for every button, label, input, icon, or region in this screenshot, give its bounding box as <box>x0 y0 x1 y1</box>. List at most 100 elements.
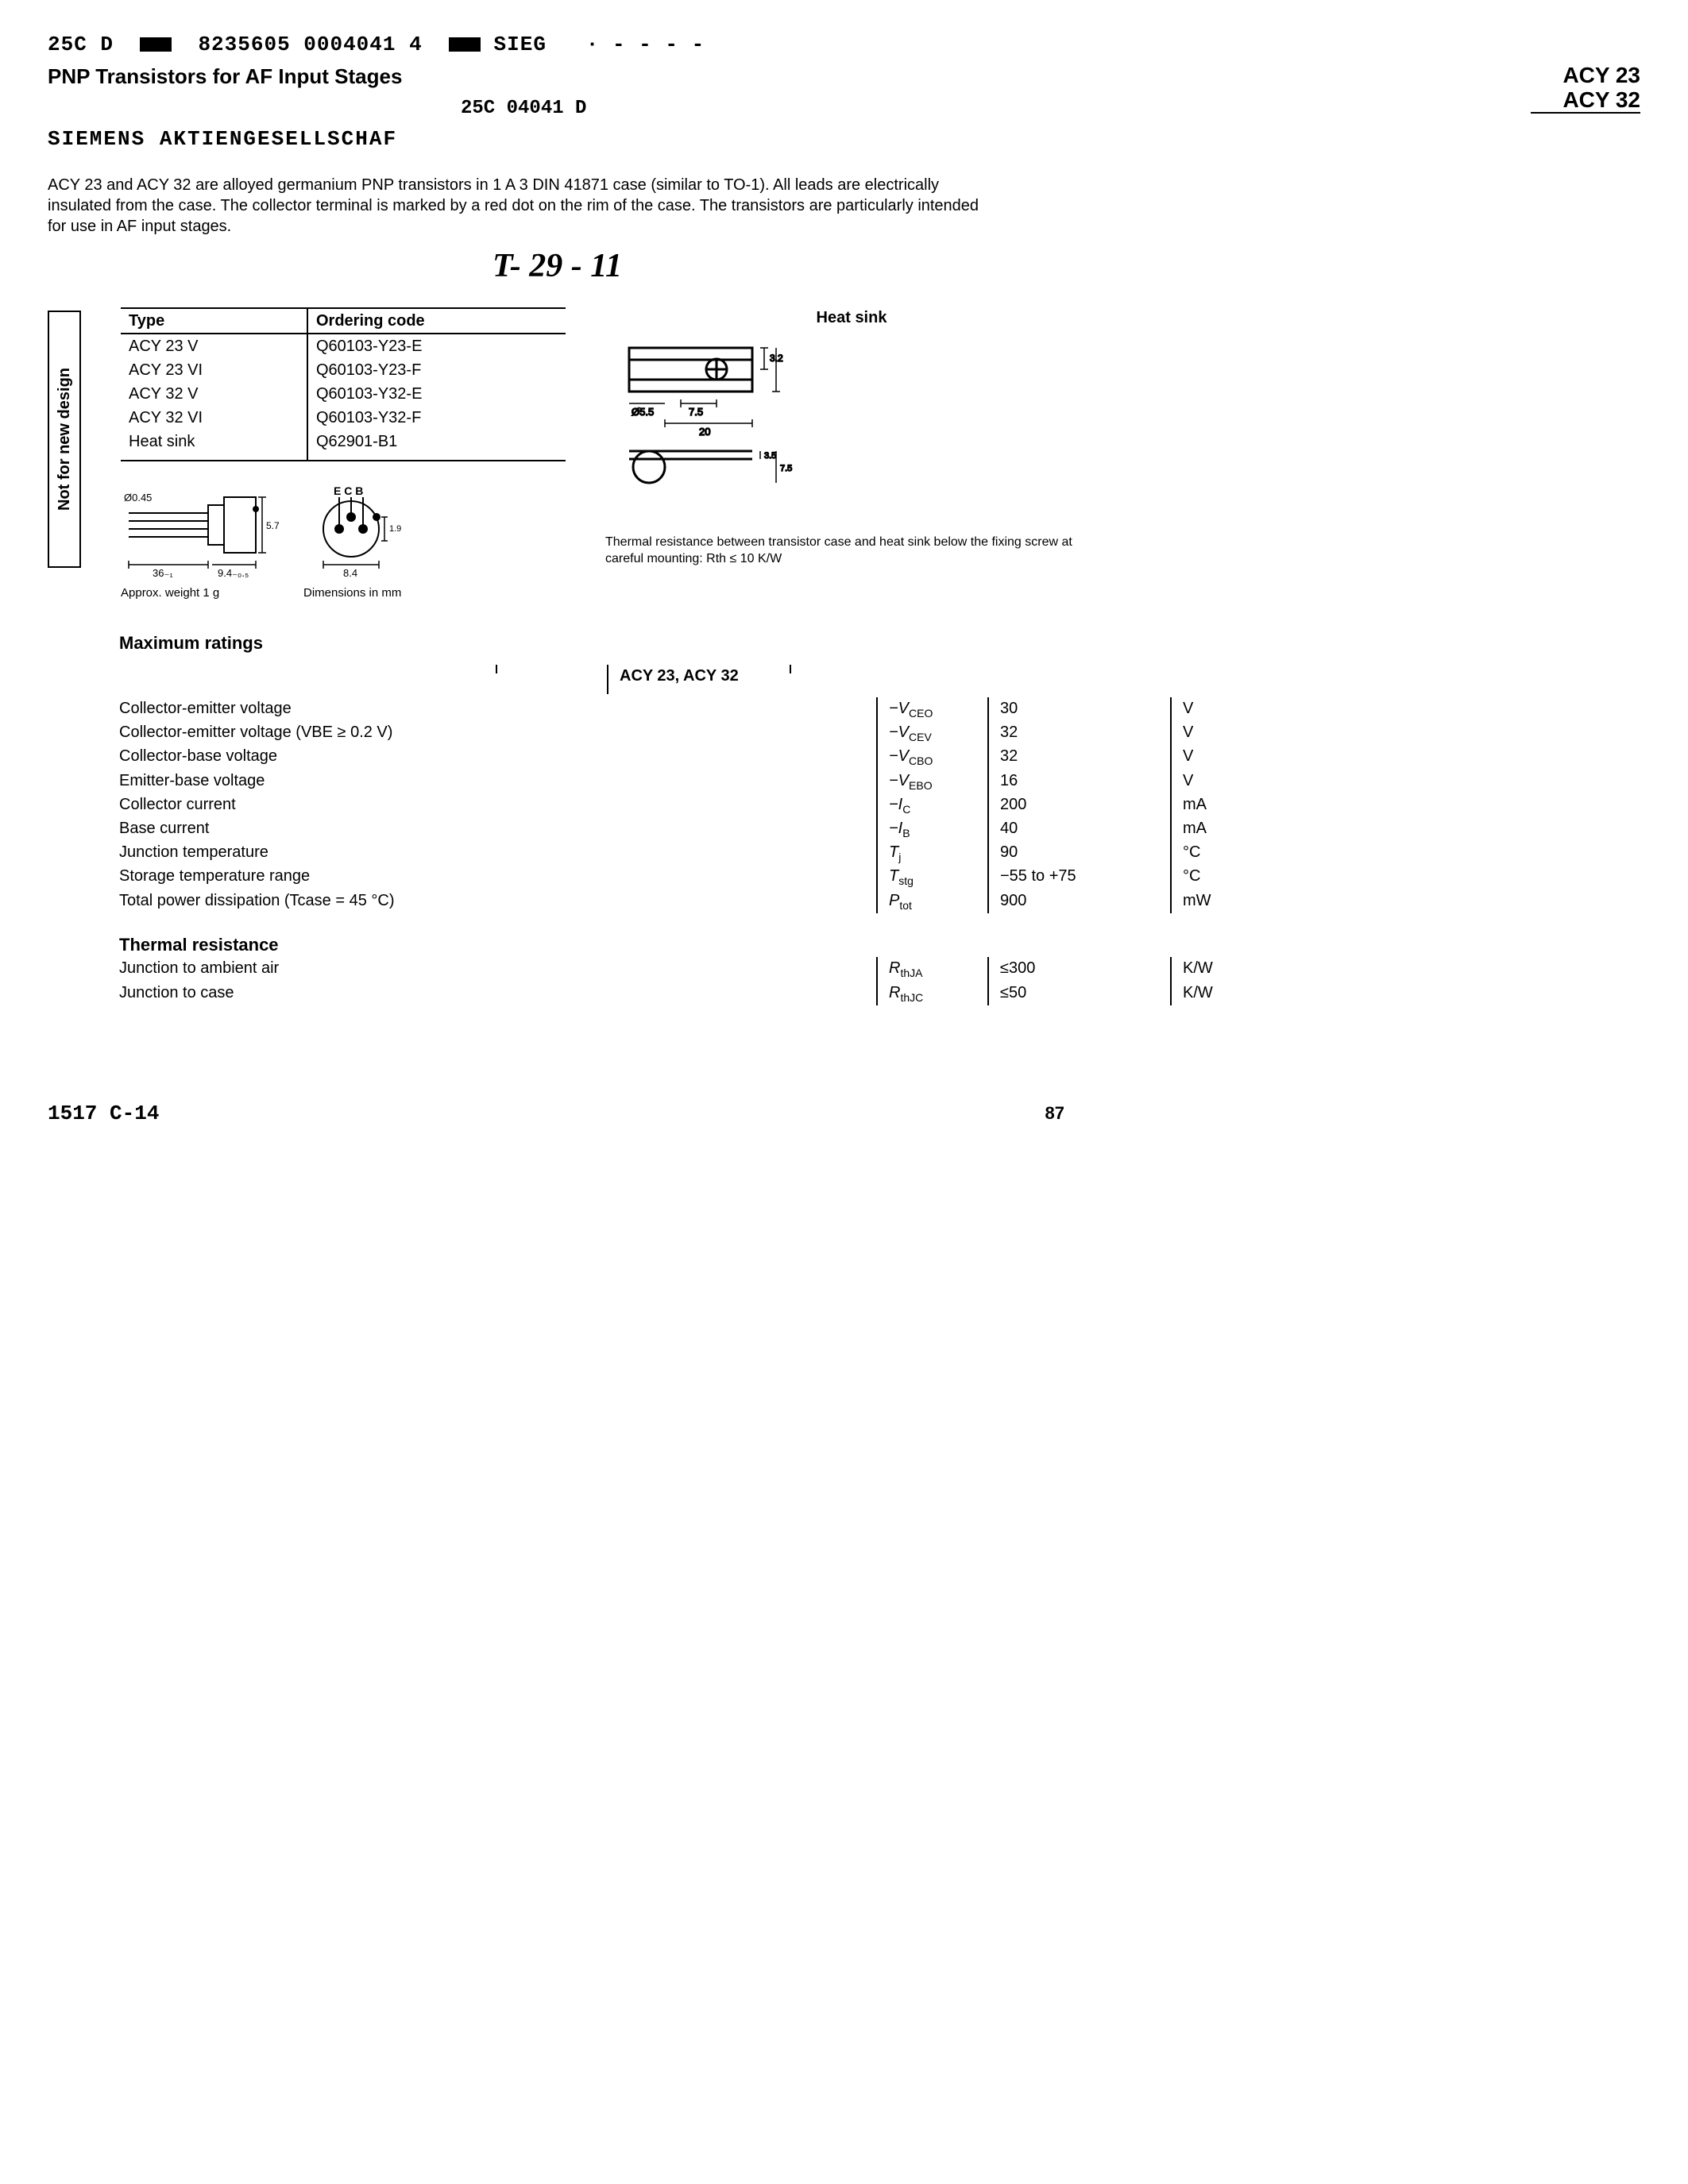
rating-unit: mA <box>1171 793 1257 817</box>
rating-row: Collector-emitter voltage−VCEO30V <box>119 697 1257 721</box>
heatsink-title: Heat sink <box>605 307 1098 328</box>
code-cell: Q60103-Y23-F <box>307 358 566 382</box>
rating-unit: mA <box>1171 817 1257 841</box>
rating-desc: Collector-base voltage <box>119 745 877 769</box>
rating-value: 200 <box>988 793 1171 817</box>
dim-94: 9.4₋₀.₅ <box>218 567 249 579</box>
rating-row: Base current−IB40mA <box>119 817 1257 841</box>
rating-desc: Collector current <box>119 793 877 817</box>
rating-value: 32 <box>988 745 1171 769</box>
rating-desc: Junction temperature <box>119 841 877 865</box>
rating-value: 90 <box>988 841 1171 865</box>
rating-value: 32 <box>988 721 1171 745</box>
rating-unit: K/W <box>1171 982 1257 1005</box>
rating-value: 40 <box>988 817 1171 841</box>
max-ratings-title: Maximum ratings <box>119 632 1640 655</box>
ratings-table: ACY 23, ACY 32 Collector-emitter voltage… <box>119 665 1257 1005</box>
rating-value: −55 to +75 <box>988 865 1171 889</box>
sub-code: 25C 04041 D <box>461 96 1688 121</box>
rating-desc: Storage temperature range <box>119 865 877 889</box>
rating-unit: V <box>1171 721 1257 745</box>
ratings-header: ACY 23, ACY 32 <box>607 665 790 694</box>
rating-desc: Junction to ambient air <box>119 957 877 981</box>
code-cell: Q62901-B1 <box>307 430 566 461</box>
rating-desc: Total power dissipation (Tcase = 45 °C) <box>119 889 877 913</box>
svg-text:20: 20 <box>699 426 710 438</box>
rating-symbol: −VEBO <box>877 770 988 793</box>
intro-paragraph: ACY 23 and ACY 32 are alloyed germanium … <box>48 175 1001 237</box>
rating-row: Emitter-base voltage−VEBO16V <box>119 770 1257 793</box>
rating-symbol: −VCEV <box>877 721 988 745</box>
rating-symbol: Tj <box>877 841 988 865</box>
footer-left: 1517 C-14 <box>48 1101 159 1128</box>
rating-desc: Junction to case <box>119 982 877 1005</box>
rating-unit: mW <box>1171 889 1257 913</box>
type-cell: ACY 32 VI <box>121 406 307 430</box>
rating-desc: Base current <box>119 817 877 841</box>
rating-row: Junction temperatureTj90°C <box>119 841 1257 865</box>
rating-symbol: −IB <box>877 817 988 841</box>
rating-row: Storage temperature rangeTstg−55 to +75°… <box>119 865 1257 889</box>
rating-row: Junction to ambient airRthJA≤300K/W <box>119 957 1257 981</box>
package-top-drawing: E C B 1.9 8.4 Dimensions in mm <box>303 485 415 601</box>
rating-row: Collector-base voltage−VCBO32V <box>119 745 1257 769</box>
thermal-note: Thermal resistance between transistor ca… <box>605 534 1098 568</box>
rating-symbol: RthJA <box>877 957 988 981</box>
rating-unit: K/W <box>1171 957 1257 981</box>
rating-unit: V <box>1171 697 1257 721</box>
sidebar-not-for-new-design: Not for new design <box>48 311 81 568</box>
type-cell: ACY 32 V <box>121 382 307 406</box>
ordering-table: Type Ordering code ACY 23 VQ60103-Y23-EA… <box>121 307 566 461</box>
pin-labels: E C B <box>334 485 363 497</box>
thermal-res-title: Thermal resistance <box>119 926 1257 958</box>
dim-57: 5.7 <box>266 520 280 531</box>
rating-value: ≤300 <box>988 957 1171 981</box>
rating-symbol: −VCBO <box>877 745 988 769</box>
rating-unit: V <box>1171 745 1257 769</box>
dims-caption: Dimensions in mm <box>303 585 415 601</box>
rating-symbol: Tstg <box>877 865 988 889</box>
code-b: 8235605 0004041 4 <box>198 33 422 56</box>
type-cell: Heat sink <box>121 430 307 461</box>
rating-desc: Collector-emitter voltage <box>119 697 877 721</box>
code-cell: Q60103-Y23-E <box>307 334 566 358</box>
company-name: SIEMENS AKTIENGESELLSCHAF <box>48 126 1640 153</box>
th-type: Type <box>121 308 307 334</box>
rating-desc: Collector-emitter voltage (VBE ≥ 0.2 V) <box>119 721 877 745</box>
rating-row: Junction to caseRthJC≤50K/W <box>119 982 1257 1005</box>
heatsink-drawing: Ø5.5 7.5 20 3.2 3.5 7.5 <box>605 336 812 487</box>
rating-unit: °C <box>1171 841 1257 865</box>
dim-84: 8.4 <box>343 567 357 579</box>
dim-19: 1.9 <box>389 524 401 534</box>
blackbox-2 <box>449 37 481 52</box>
rating-value: 30 <box>988 697 1171 721</box>
svg-text:7.5: 7.5 <box>780 464 792 473</box>
dim-lead-dia: Ø0.45 <box>124 492 152 504</box>
svg-text:7.5: 7.5 <box>689 406 703 418</box>
page-title: PNP Transistors for AF Input Stages <box>48 64 402 91</box>
type-cell: ACY 23 VI <box>121 358 307 382</box>
svg-text:3.5: 3.5 <box>764 451 776 461</box>
rating-desc: Emitter-base voltage <box>119 770 877 793</box>
code-cell: Q60103-Y32-F <box>307 406 566 430</box>
rating-symbol: −IC <box>877 793 988 817</box>
rating-symbol: RthJC <box>877 982 988 1005</box>
top-code-line: 25C D 8235605 0004041 4 SIEG · - - - - <box>48 32 1640 59</box>
weight-caption: Approx. weight 1 g <box>121 585 280 601</box>
rating-unit: V <box>1171 770 1257 793</box>
blackbox-1 <box>140 37 172 52</box>
rating-value: 900 <box>988 889 1171 913</box>
rating-value: ≤50 <box>988 982 1171 1005</box>
th-code: Ordering code <box>307 308 566 334</box>
svg-text:Ø5.5: Ø5.5 <box>632 406 654 418</box>
dim-36: 36₋₁ <box>153 567 173 579</box>
type-cell: ACY 23 V <box>121 334 307 358</box>
rating-symbol: −VCEO <box>877 697 988 721</box>
code-c: SIEG <box>494 33 547 56</box>
rating-row: Collector current−IC200mA <box>119 793 1257 817</box>
rating-value: 16 <box>988 770 1171 793</box>
handwritten-note: T- 29 - 11 <box>492 245 1640 288</box>
package-side-drawing: Ø0.45 36₋₁ 9.4₋₀.₅ 5.7 Approx. weight 1 … <box>121 485 280 601</box>
rating-unit: °C <box>1171 865 1257 889</box>
rating-row: Collector-emitter voltage (VBE ≥ 0.2 V)−… <box>119 721 1257 745</box>
